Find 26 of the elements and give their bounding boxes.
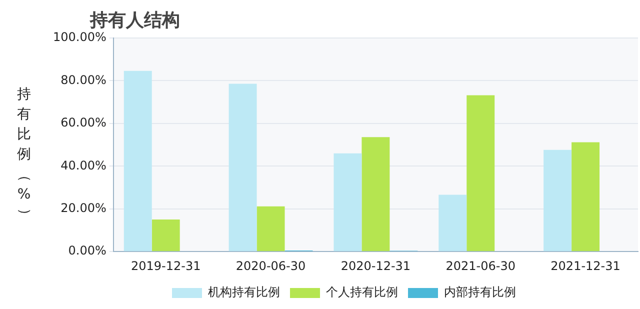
y-tick-label: 80.00%: [60, 72, 106, 87]
x-tick-label: 2020-12-31: [340, 258, 411, 273]
y-axis-title: 持有比例（%）: [16, 86, 32, 222]
legend-label: 机构持有比例: [208, 285, 280, 300]
bar: [124, 70, 152, 252]
bar: [572, 142, 600, 252]
y-tick-label: 100.00%: [53, 30, 106, 44]
y-tick-label: 20.00%: [60, 201, 106, 216]
bar: [334, 153, 362, 252]
x-tick-label: 2021-12-31: [550, 258, 620, 273]
bar: [438, 194, 467, 252]
y-tick-label: 40.00%: [60, 158, 106, 172]
x-tick-label: 2019-12-31: [130, 258, 201, 273]
y-tick-label: 0.00%: [68, 244, 106, 258]
bar: [466, 95, 495, 252]
bar: [256, 206, 285, 252]
legend-label: 个人持有比例: [326, 285, 398, 300]
bar: [152, 220, 180, 252]
x-tick-label: 2021-06-30: [446, 258, 516, 273]
legend-label: 内部持有比例: [444, 285, 516, 300]
bar: [544, 150, 572, 252]
bar: [362, 137, 390, 252]
y-tick-label: 60.00%: [60, 116, 106, 130]
chart-title: 持有人结构: [90, 9, 180, 32]
x-tick-label: 2020-06-30: [236, 258, 306, 273]
bar: [228, 84, 257, 252]
